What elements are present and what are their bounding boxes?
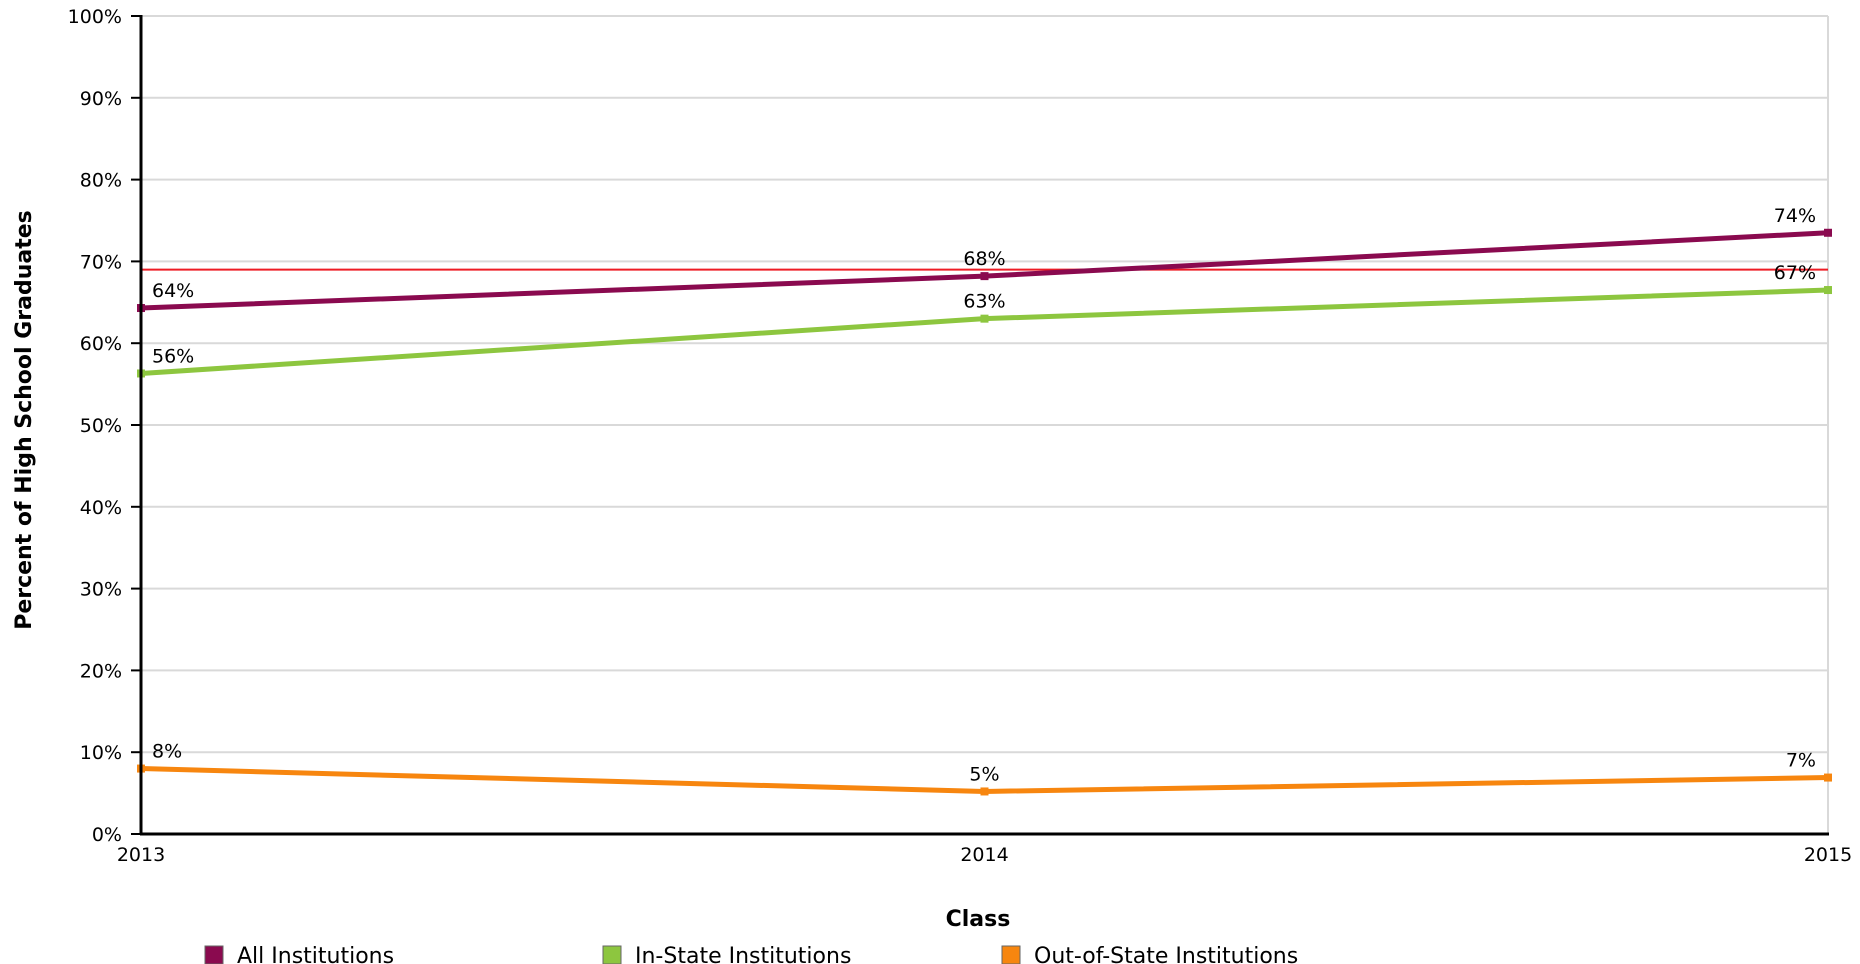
legend-label: All Institutions (237, 944, 394, 964)
data-label: 74% (1774, 205, 1816, 227)
legend-label: Out-of-State Institutions (1034, 944, 1298, 964)
legend-swatch (204, 945, 224, 964)
data-label: 64% (152, 280, 194, 302)
data-label: 56% (152, 345, 194, 367)
y-tick-label: 50% (80, 415, 122, 437)
y-tick-label: 70% (80, 251, 122, 273)
x-tick-label: 2015 (1804, 844, 1852, 866)
y-tick-label: 20% (80, 660, 122, 682)
y-tick-label: 80% (80, 170, 122, 192)
y-tick-label: 10% (80, 742, 122, 764)
data-label: 8% (152, 741, 182, 763)
x-tick-label: 2014 (960, 844, 1008, 866)
legend-item: All Institutions (204, 944, 394, 964)
data-point (1824, 773, 1832, 782)
legend-label: In-State Institutions (635, 944, 851, 964)
data-label: 68% (963, 248, 1005, 270)
y-axis-title: Percent of High School Graduates (12, 210, 37, 630)
data-label: 5% (969, 763, 999, 785)
data-label: 7% (1786, 750, 1816, 772)
x-tick-label: 2013 (117, 844, 165, 866)
legend-item: Out-of-State Institutions (1001, 944, 1298, 964)
y-tick-label: 90% (80, 88, 122, 110)
data-label: 63% (963, 291, 1005, 313)
y-tick-label: 40% (80, 497, 122, 519)
x-tick-labels: 2013 2014 2015 (117, 844, 1852, 866)
data-point (980, 314, 989, 323)
legend: All Institutions In-State Institutions Out… (204, 944, 1298, 964)
data-point (980, 272, 989, 281)
data-label: 67% (1774, 262, 1816, 284)
legend-item: In-State Institutions (602, 944, 851, 964)
legend-swatch (602, 945, 622, 964)
y-tick-labels: 0% 10% 20% 30% 40% 50% 60% 70% 80% 90% 100% (68, 6, 141, 846)
series-group (137, 228, 1832, 796)
y-tick-label: 100% (68, 6, 122, 28)
data-point (1824, 228, 1832, 237)
data-point (1824, 286, 1832, 295)
legend-swatch (1001, 945, 1021, 964)
x-axis-title: Class (946, 907, 1011, 932)
gridlines (141, 15, 1829, 834)
y-tick-label: 0% (92, 824, 122, 846)
data-point (980, 787, 989, 796)
y-tick-label: 30% (80, 579, 122, 601)
y-tick-label: 60% (80, 333, 122, 355)
data-labels: 64% 68% 74% 56% 63% 67% 8% 5% 7% (152, 205, 1816, 786)
